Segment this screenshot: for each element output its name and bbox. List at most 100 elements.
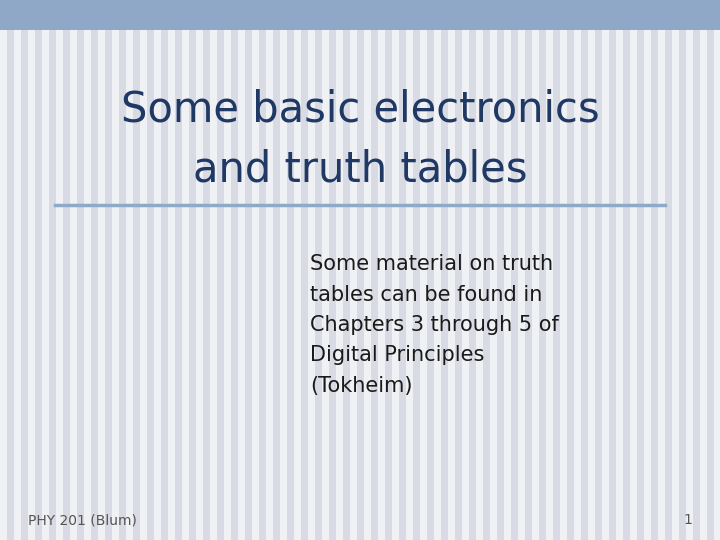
Bar (581, 0, 588, 540)
Bar (630, 0, 637, 540)
Bar (322, 0, 329, 540)
Bar (0, 0, 7, 540)
Bar (462, 0, 469, 540)
Bar (385, 0, 392, 540)
Bar (91, 0, 98, 540)
Bar (294, 0, 301, 540)
Bar (70, 0, 77, 540)
Bar (210, 0, 217, 540)
Bar (0, 0, 720, 30)
Bar (105, 0, 112, 540)
Bar (231, 0, 238, 540)
Bar (518, 0, 525, 540)
Text: Some basic electronics: Some basic electronics (121, 89, 599, 131)
Bar (469, 0, 476, 540)
Bar (336, 0, 343, 540)
Text: and truth tables: and truth tables (193, 149, 527, 191)
Bar (161, 0, 168, 540)
Bar (7, 0, 14, 540)
Bar (49, 0, 56, 540)
Bar (413, 0, 420, 540)
Bar (476, 0, 483, 540)
Bar (686, 0, 693, 540)
Bar (392, 0, 399, 540)
Bar (574, 0, 581, 540)
Bar (560, 0, 567, 540)
Bar (266, 0, 273, 540)
Bar (287, 0, 294, 540)
Bar (658, 0, 665, 540)
Bar (133, 0, 140, 540)
Bar (672, 0, 679, 540)
Bar (637, 0, 644, 540)
Bar (546, 0, 553, 540)
Bar (497, 0, 504, 540)
Bar (406, 0, 413, 540)
Bar (343, 0, 350, 540)
Bar (350, 0, 357, 540)
Bar (14, 0, 21, 540)
Bar (511, 0, 518, 540)
Bar (112, 0, 119, 540)
Bar (609, 0, 616, 540)
Bar (245, 0, 252, 540)
Bar (84, 0, 91, 540)
Bar (98, 0, 105, 540)
Bar (364, 0, 371, 540)
Bar (532, 0, 539, 540)
Bar (42, 0, 49, 540)
Bar (308, 0, 315, 540)
Bar (329, 0, 336, 540)
Bar (553, 0, 560, 540)
Bar (238, 0, 245, 540)
Bar (224, 0, 231, 540)
Bar (217, 0, 224, 540)
Bar (77, 0, 84, 540)
Bar (588, 0, 595, 540)
Bar (252, 0, 259, 540)
Bar (182, 0, 189, 540)
Bar (651, 0, 658, 540)
Bar (623, 0, 630, 540)
Bar (616, 0, 623, 540)
Bar (504, 0, 511, 540)
Bar (35, 0, 42, 540)
Bar (63, 0, 70, 540)
Bar (420, 0, 427, 540)
Bar (427, 0, 434, 540)
Bar (665, 0, 672, 540)
Bar (371, 0, 378, 540)
Bar (140, 0, 147, 540)
Bar (28, 0, 35, 540)
Bar (602, 0, 609, 540)
Bar (126, 0, 133, 540)
Text: Some material on truth
tables can be found in
Chapters 3 through 5 of
Digital Pr: Some material on truth tables can be fou… (310, 254, 559, 396)
Bar (434, 0, 441, 540)
Bar (441, 0, 448, 540)
Bar (679, 0, 686, 540)
Bar (147, 0, 154, 540)
Bar (525, 0, 532, 540)
Bar (280, 0, 287, 540)
Bar (203, 0, 210, 540)
Bar (714, 0, 720, 540)
Bar (707, 0, 714, 540)
Bar (448, 0, 455, 540)
Text: PHY 201 (Blum): PHY 201 (Blum) (28, 513, 137, 527)
Bar (56, 0, 63, 540)
Bar (189, 0, 196, 540)
Bar (378, 0, 385, 540)
Bar (154, 0, 161, 540)
Bar (196, 0, 203, 540)
Bar (21, 0, 28, 540)
Bar (301, 0, 308, 540)
Bar (259, 0, 266, 540)
Bar (357, 0, 364, 540)
Bar (315, 0, 322, 540)
Bar (455, 0, 462, 540)
Bar (490, 0, 497, 540)
Bar (693, 0, 700, 540)
Bar (175, 0, 182, 540)
Bar (273, 0, 280, 540)
Bar (483, 0, 490, 540)
